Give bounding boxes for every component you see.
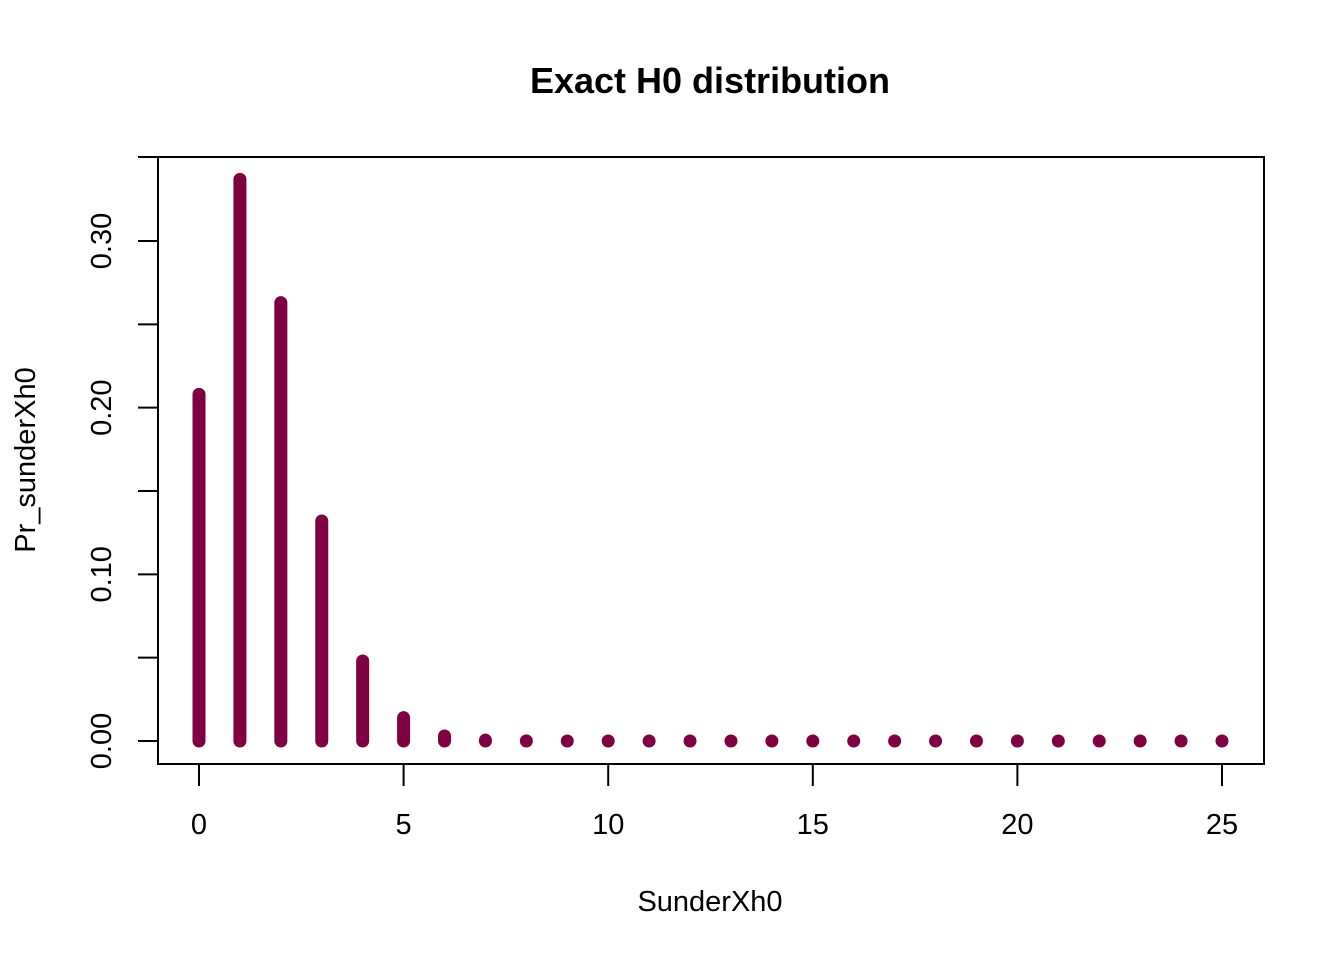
y-tick-label-0.3: 0.30 — [86, 213, 118, 269]
x-tick-label-10: 10 — [592, 809, 624, 841]
y-tick-label-0: 0.00 — [86, 713, 118, 769]
x-tick-label-25: 25 — [1206, 809, 1238, 841]
y-tick-label-0.1: 0.10 — [86, 546, 118, 602]
chart-title: Exact H0 distribution — [530, 60, 890, 101]
x-tick-label-20: 20 — [1001, 809, 1033, 841]
bars-group — [192, 172, 1229, 748]
y-tick-label-0.2: 0.20 — [86, 379, 118, 435]
y-axis: 0.00 0.10 0.20 0.30 — [86, 156, 159, 769]
x-axis: 0 5 10 15 20 25 — [191, 763, 1238, 841]
x-axis-title: SunderXh0 — [637, 886, 782, 918]
x-tick-label-15: 15 — [797, 809, 829, 841]
x-tick-label-0: 0 — [191, 809, 207, 841]
y-axis-title: Pr_sunderXh0 — [10, 367, 42, 552]
x-tick-label-5: 5 — [396, 809, 412, 841]
